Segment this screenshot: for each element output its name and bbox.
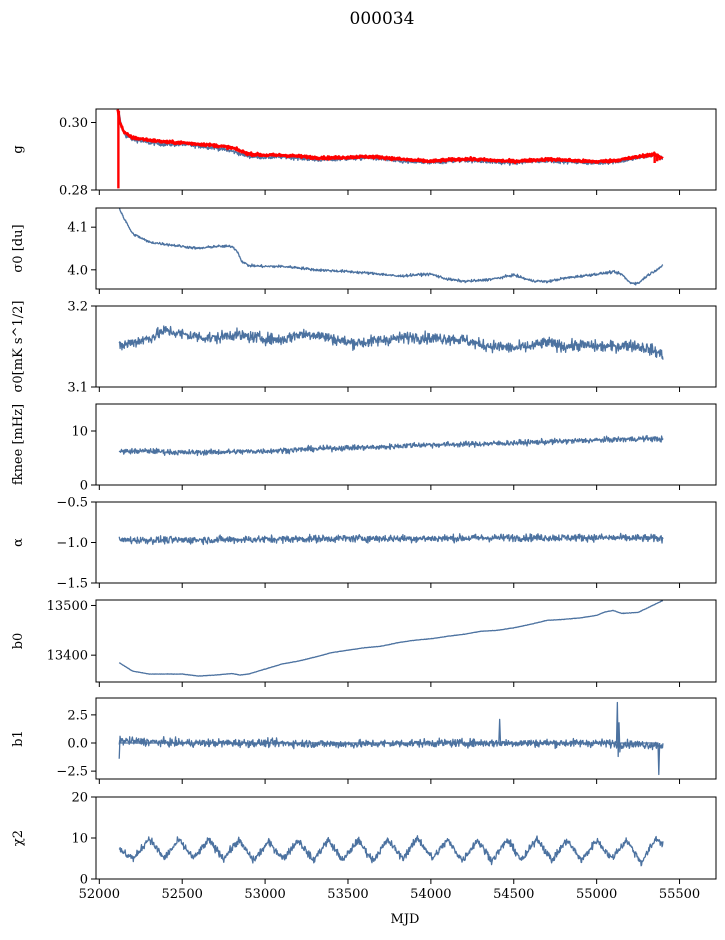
y-tick-label: −1.5 bbox=[56, 577, 88, 592]
y-axis-label-5: α bbox=[11, 538, 26, 547]
y-tick-label: 3.2 bbox=[67, 300, 88, 315]
y-axis-label-7: b1 bbox=[11, 730, 26, 747]
y-tick-label: 0 bbox=[80, 479, 88, 494]
series-line-2-1 bbox=[118, 208, 664, 286]
x-tick-label: 52500 bbox=[162, 887, 203, 902]
y-axis-label-3: σ0[mK s^1/2] bbox=[11, 301, 26, 393]
y-tick-label: 4.1 bbox=[67, 221, 88, 236]
x-tick-label: 52000 bbox=[79, 887, 120, 902]
series-line-1-2 bbox=[116, 109, 664, 165]
y-tick-label: 0 bbox=[80, 873, 88, 888]
y-axis-label-1: g bbox=[11, 145, 26, 153]
axes-frame-2 bbox=[95, 207, 717, 290]
y-tick-label: 0.0 bbox=[67, 737, 88, 752]
y-axis-label-6: b0 bbox=[11, 633, 26, 650]
y-tick-label: −2.5 bbox=[56, 765, 88, 780]
subplot-4: 0 10 fknee [mHz] bbox=[11, 403, 717, 494]
x-tick-label: 53500 bbox=[327, 887, 368, 902]
x-tick-label: 55500 bbox=[659, 887, 700, 902]
figure-title: 000034 bbox=[350, 9, 415, 29]
x-axis-label: MJD bbox=[391, 912, 420, 927]
x-tick-label: 53000 bbox=[244, 887, 285, 902]
y-axis-label-8: χ2 bbox=[11, 830, 26, 846]
subplot-7: −2.5 0.0 2.5 b1 bbox=[11, 697, 717, 784]
series-line-6-1 bbox=[118, 600, 664, 677]
y-tick-label: −1.0 bbox=[56, 536, 88, 551]
y-tick-label: 0.30 bbox=[59, 116, 88, 131]
series-line-7-2 bbox=[118, 701, 661, 776]
y-axis-label-2: σ0 [du] bbox=[11, 224, 26, 272]
axes-frame-1 bbox=[95, 108, 717, 191]
axes-frame-3 bbox=[95, 305, 717, 388]
y-tick-label: −0.5 bbox=[56, 496, 88, 511]
y-tick-label: 13400 bbox=[47, 649, 88, 664]
x-tick-label: 54000 bbox=[410, 887, 451, 902]
series-line-5-1 bbox=[118, 532, 664, 546]
subplot-1: 0.28 0.30 g bbox=[11, 108, 717, 199]
y-tick-label: 10 bbox=[71, 832, 88, 847]
subplot-5: −1.5 −1.0 −0.5 α bbox=[11, 496, 717, 592]
x-tick-label: 55000 bbox=[576, 887, 617, 902]
y-tick-label: 13500 bbox=[47, 599, 88, 614]
subplot-3: 3.1 3.2 σ0[mK s^1/2] bbox=[11, 300, 717, 396]
axes-frame-8 bbox=[95, 796, 717, 880]
axes-frame-7 bbox=[95, 697, 717, 780]
axes-frame-4 bbox=[95, 403, 717, 486]
subplot-2: 4.0 4.1 σ0 [du] bbox=[11, 207, 717, 294]
y-tick-label: 0.28 bbox=[59, 184, 88, 199]
series-line-4-1 bbox=[118, 434, 664, 457]
x-tick-label: 54500 bbox=[493, 887, 534, 902]
axes-frame-6 bbox=[95, 599, 717, 683]
subplot-8: 52000 52500 53000 53500 54000 54500 55000 55500… bbox=[11, 791, 717, 902]
y-tick-label: 20 bbox=[71, 791, 88, 806]
y-tick-label: 10 bbox=[71, 425, 88, 440]
y-axis-label-4: fknee [mHz] bbox=[11, 404, 26, 485]
y-tick-label: 2.5 bbox=[67, 708, 88, 723]
y-tick-label: 4.0 bbox=[67, 263, 88, 278]
series-line-8-1 bbox=[118, 835, 664, 867]
y-tick-label: 3.1 bbox=[67, 381, 88, 396]
series-line-3-1 bbox=[118, 325, 664, 360]
subplot-6: 13400 13500 b0 bbox=[11, 599, 717, 687]
